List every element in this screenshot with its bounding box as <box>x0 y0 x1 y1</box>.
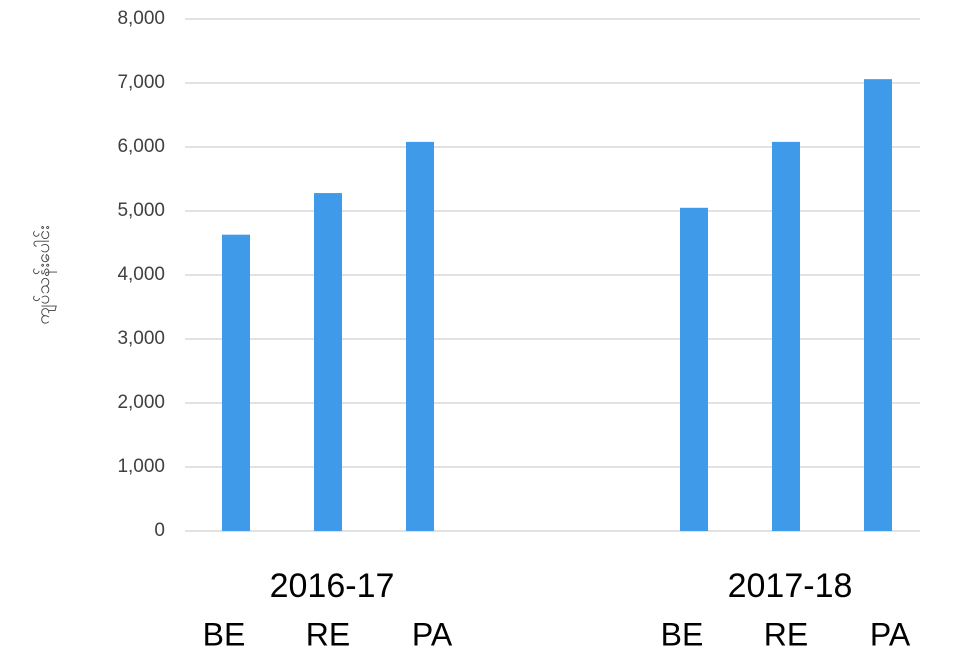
y-tick-label: 4,000 <box>117 264 165 285</box>
bar <box>680 207 708 532</box>
x-tick-label: PA <box>412 616 453 652</box>
x-tick-label: RE <box>306 616 350 652</box>
x-tick-label: BE <box>203 616 246 652</box>
y-axis-label: ကျပ်သန်းပေါင်း <box>33 225 57 324</box>
group-label: 2016-17 <box>270 567 395 605</box>
x-tick-label: BE <box>661 616 704 652</box>
y-tick-label: 5,000 <box>117 200 165 221</box>
y-tick-label: 8,000 <box>117 8 165 29</box>
bar <box>314 193 342 531</box>
y-tick-label: 1,000 <box>117 456 165 477</box>
x-tick-label: PA <box>870 616 911 652</box>
group-label: 2017-18 <box>728 567 853 605</box>
y-tick-label: 7,000 <box>117 72 165 93</box>
y-tick-label: 2,000 <box>117 392 165 413</box>
x-tick-label: RE <box>764 616 808 652</box>
bar <box>772 141 800 531</box>
bar <box>864 79 892 531</box>
y-tick-label: 6,000 <box>117 136 165 157</box>
bar <box>222 234 250 531</box>
y-tick-label: 3,000 <box>117 328 165 349</box>
bar <box>406 141 434 531</box>
y-tick-label: 0 <box>154 520 165 541</box>
